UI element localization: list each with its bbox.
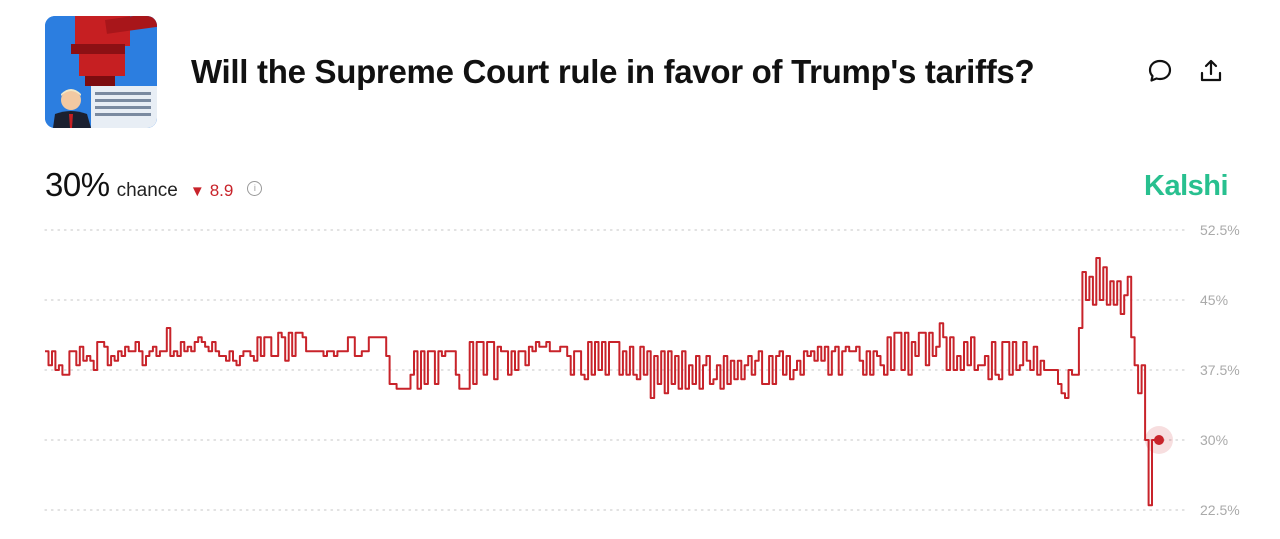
y-tick-label: 30% bbox=[1200, 432, 1228, 448]
probability-value: 30% bbox=[45, 166, 110, 203]
y-tick-label: 52.5% bbox=[1200, 222, 1240, 238]
change-indicator: ▼ 8.9 bbox=[190, 181, 234, 201]
probability-summary: 30% chance ▼ 8.9 i bbox=[45, 166, 263, 206]
y-tick-label: 22.5% bbox=[1200, 502, 1240, 518]
current-point bbox=[1154, 435, 1164, 445]
chance-label: chance bbox=[116, 180, 178, 201]
share-icon[interactable] bbox=[1196, 56, 1226, 86]
market-title: Will the Supreme Court rule in favor of … bbox=[191, 53, 1035, 90]
info-icon[interactable]: i bbox=[247, 180, 263, 196]
y-tick-label: 45% bbox=[1200, 292, 1228, 308]
change-value: 8.9 bbox=[209, 181, 234, 200]
series-line bbox=[45, 257, 1159, 507]
down-triangle-icon: ▼ bbox=[189, 183, 205, 200]
y-tick-label: 37.5% bbox=[1200, 362, 1240, 378]
gavel-trump-image bbox=[45, 16, 157, 128]
market-thumbnail bbox=[45, 16, 157, 128]
brand-logo[interactable]: Kalshi bbox=[1144, 170, 1229, 202]
comment-icon[interactable] bbox=[1145, 56, 1175, 86]
